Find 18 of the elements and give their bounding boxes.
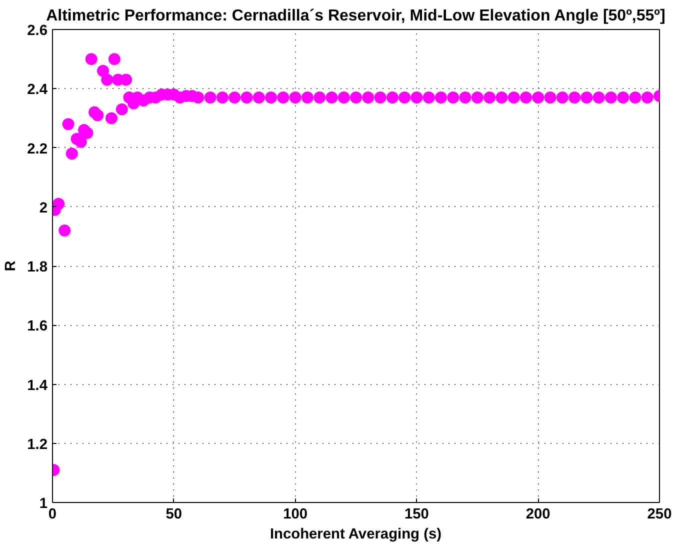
y-tick-label: 1 [39, 496, 48, 512]
y-tick-label: 2 [39, 200, 48, 216]
y-tick-label: 2.4 [27, 82, 48, 98]
y-axis-title: R [3, 260, 20, 272]
x-axis-title: Incoherent Averaging (s) [270, 526, 442, 542]
y-tick-label: 2.6 [27, 23, 48, 39]
x-tick-label: 200 [526, 506, 550, 522]
x-tick-label: 250 [647, 506, 672, 522]
x-tick-label: 50 [166, 506, 182, 522]
x-tick-label: 100 [283, 506, 308, 522]
y-tick-label: 1.8 [27, 260, 48, 276]
y-tick-label: 1.2 [27, 436, 48, 453]
y-tick-label: 1.6 [27, 318, 48, 335]
y-tick-label: 1.4 [27, 378, 48, 394]
chart-title: Altimetric Performance: Cernadilla´s Reservoir, Mid-Low Elevation Angle [50º,55º] [46, 8, 666, 24]
x-tick-label: 150 [404, 506, 429, 522]
y-tick-label: 2.2 [27, 141, 48, 158]
x-tick-label: 0 [48, 506, 57, 522]
